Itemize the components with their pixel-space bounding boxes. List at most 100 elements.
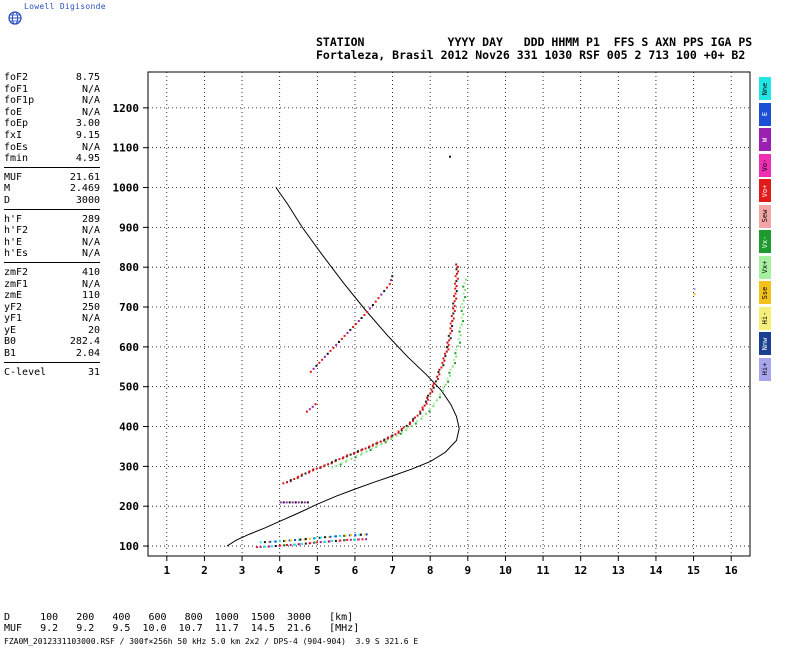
multihop-trace-point	[386, 286, 388, 289]
multihop-trace-point	[374, 300, 377, 303]
param-value: 9.15	[75, 129, 100, 141]
legend-label: Vx-	[761, 235, 769, 248]
x-trace-point	[369, 449, 372, 451]
e-layer-point	[298, 543, 301, 546]
x-trace-point	[390, 438, 393, 441]
param-name: zmF1	[4, 278, 29, 290]
o-trace-point	[438, 373, 441, 376]
o-trace-point	[391, 434, 394, 437]
param-name: zmE	[4, 290, 23, 302]
o-trace-point	[397, 431, 400, 434]
o-trace-point	[446, 341, 449, 344]
param-name: foEs	[4, 141, 29, 153]
e-layer-point	[319, 536, 322, 539]
param-name: fxI	[4, 129, 23, 141]
x-trace-point	[350, 457, 353, 460]
x-trace-point	[455, 348, 458, 351]
e-layer-point	[301, 542, 304, 545]
muf-distance-row: D 100 200 400 600 800 1000 1500 3000 [km…	[4, 612, 354, 623]
o-trace-point	[387, 436, 390, 439]
e-layer-point	[316, 541, 319, 544]
misc-trace-point	[294, 501, 297, 504]
param-value: N/A	[81, 83, 100, 95]
x-trace-point	[462, 306, 465, 309]
multihop-trace-point	[377, 297, 380, 300]
o-trace-point	[454, 287, 457, 290]
param-value: 3000	[75, 194, 100, 206]
o-trace-point	[441, 361, 444, 364]
e-layer-point	[264, 545, 266, 548]
misc-trace-point	[300, 501, 303, 504]
x-trace-point	[428, 407, 431, 410]
x-tick-label: 16	[725, 564, 739, 577]
ghost-trace-point	[311, 405, 314, 408]
param-row: foF2 8.75	[4, 72, 100, 84]
e-layer-point	[304, 538, 307, 541]
misc-trace-point	[297, 501, 300, 504]
brand: Lowell Digisonde	[8, 2, 208, 26]
param-value: 250	[81, 301, 100, 313]
multihop-trace-point	[371, 304, 374, 306]
o-trace-point	[383, 438, 386, 441]
o-trace-point	[451, 320, 454, 322]
x-trace-point	[463, 289, 466, 292]
x-tick-label: 11	[536, 564, 550, 577]
e-layer-point	[333, 535, 336, 538]
o-trace-point	[443, 359, 446, 362]
e-layer-point	[346, 538, 349, 541]
legend-label: E	[761, 111, 769, 117]
param-value: N/A	[81, 95, 100, 107]
x-trace-point	[458, 330, 461, 333]
param-value: N/A	[81, 236, 100, 248]
x-trace-point	[462, 313, 465, 316]
o-trace-point	[400, 429, 403, 432]
param-name: C-level	[4, 366, 47, 378]
e-layer-point	[343, 534, 346, 537]
param-row: foF1p N/A	[4, 95, 100, 107]
o-trace-point	[400, 427, 403, 430]
param-value: N/A	[81, 313, 100, 325]
x-trace-point	[401, 431, 403, 433]
param-row: zmF2 410	[4, 267, 100, 279]
muf-table: D 100 200 400 600 800 1000 1500 3000 [km…	[4, 612, 359, 634]
e-layer-point	[319, 541, 322, 544]
o-trace-point	[301, 473, 304, 476]
e-layer-point	[328, 536, 331, 538]
o-trace-point	[455, 272, 458, 275]
y-tick-label: 200	[119, 500, 139, 513]
param-name: h'Es	[4, 248, 29, 260]
o-trace-point	[455, 263, 458, 266]
x-trace-point	[454, 352, 457, 355]
o-trace-point	[304, 472, 307, 475]
e-layer-point	[278, 540, 281, 543]
x-trace-point	[355, 454, 358, 457]
param-name: h'F2	[4, 225, 29, 237]
multihop-trace-point	[329, 349, 332, 352]
param-row: fmin 4.95	[4, 153, 100, 165]
x-trace-point	[375, 446, 378, 448]
param-value: 289	[81, 213, 100, 225]
e-layer-point	[365, 538, 368, 541]
o-trace-point	[449, 337, 452, 340]
y-tick-label: 1000	[113, 182, 140, 195]
param-row: h'E N/A	[4, 237, 100, 249]
x-tick-label: 9	[465, 564, 472, 577]
param-row: B1 2.04	[4, 348, 100, 360]
o-trace-point	[455, 268, 458, 271]
e-layer-point	[289, 539, 292, 542]
x-tick-label: 15	[687, 564, 700, 577]
multihop-trace-point	[318, 361, 321, 364]
x-trace-point	[460, 316, 463, 319]
e-layer-point	[334, 535, 337, 538]
e-layer-point	[343, 539, 346, 542]
o-trace-point	[419, 410, 422, 413]
misc-trace-point	[449, 155, 451, 158]
e-layer-point	[361, 538, 364, 541]
param-row: fxI 9.15	[4, 130, 100, 142]
plot-frame	[147, 71, 751, 557]
e-layer-point	[318, 536, 321, 539]
o-trace-point	[327, 463, 330, 466]
e-layer-point	[314, 537, 317, 540]
o-trace-point	[452, 307, 455, 310]
e-layer-point	[298, 538, 301, 541]
